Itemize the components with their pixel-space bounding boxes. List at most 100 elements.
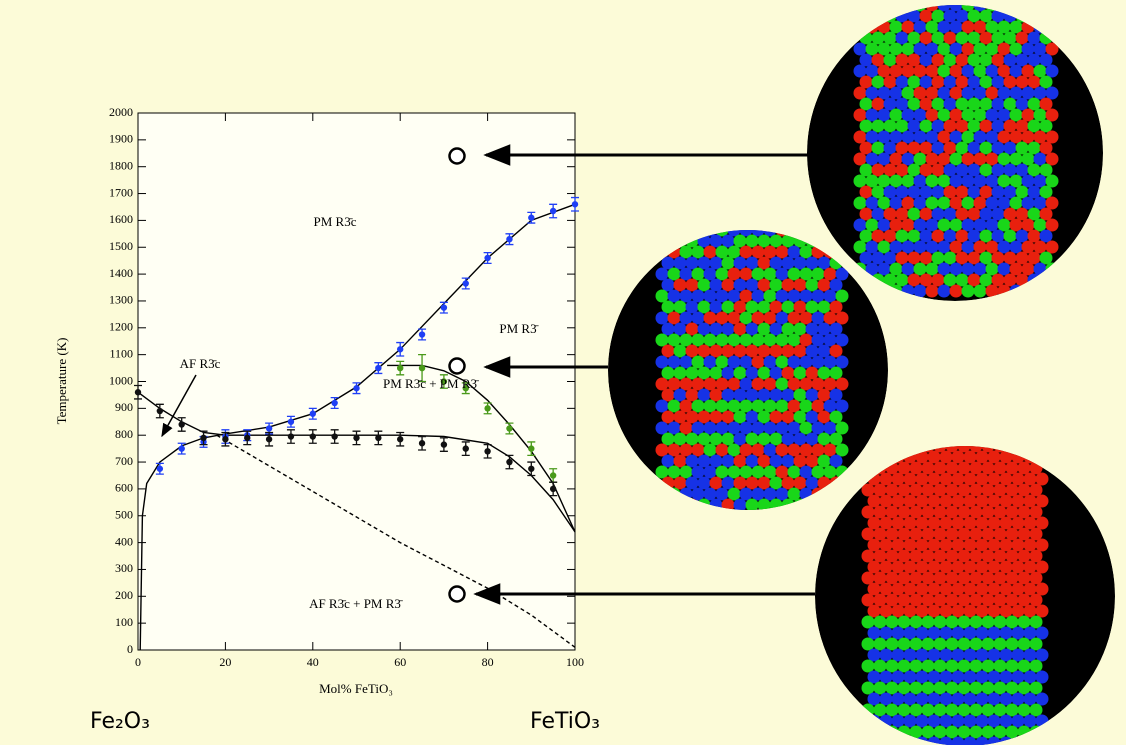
atom bbox=[1046, 197, 1059, 210]
atom bbox=[986, 263, 999, 276]
atom bbox=[1040, 120, 1053, 133]
atom bbox=[982, 572, 995, 585]
atom bbox=[818, 323, 831, 336]
atom bbox=[920, 54, 933, 67]
atom bbox=[986, 219, 999, 232]
atom bbox=[854, 175, 867, 188]
atom bbox=[898, 726, 911, 739]
atom bbox=[976, 583, 989, 596]
atom bbox=[764, 488, 777, 501]
atom bbox=[904, 671, 917, 684]
atom bbox=[668, 400, 681, 413]
atom bbox=[922, 528, 935, 541]
atom bbox=[692, 246, 705, 259]
atom bbox=[812, 312, 825, 325]
atom bbox=[968, 10, 981, 23]
atom bbox=[992, 120, 1005, 133]
atom bbox=[892, 561, 905, 574]
atom bbox=[1018, 594, 1031, 607]
atom bbox=[932, 252, 945, 265]
atom bbox=[982, 726, 995, 739]
atom bbox=[854, 87, 867, 100]
atom bbox=[958, 506, 971, 519]
atom bbox=[662, 279, 675, 292]
x-tick-label: 100 bbox=[566, 655, 584, 669]
atom bbox=[898, 638, 911, 651]
atom bbox=[994, 616, 1007, 629]
atom bbox=[992, 208, 1005, 221]
atom bbox=[868, 583, 881, 596]
atom bbox=[880, 451, 893, 464]
atom bbox=[686, 411, 699, 424]
atom bbox=[782, 455, 795, 468]
atom bbox=[916, 451, 929, 464]
atom bbox=[680, 312, 693, 325]
y-tick-label: 900 bbox=[115, 400, 133, 414]
atom bbox=[746, 235, 759, 248]
atom bbox=[872, 142, 885, 155]
atom bbox=[1000, 715, 1013, 728]
atom bbox=[880, 605, 893, 618]
atom bbox=[902, 285, 915, 298]
atom bbox=[752, 444, 765, 457]
atom bbox=[878, 109, 891, 122]
atom bbox=[1024, 583, 1037, 596]
atom bbox=[896, 208, 909, 221]
atom bbox=[1024, 671, 1037, 684]
atom bbox=[868, 495, 881, 508]
atom bbox=[764, 224, 777, 237]
atom bbox=[950, 87, 963, 100]
region-label: PM R3̄c bbox=[314, 214, 357, 229]
atom bbox=[892, 473, 905, 486]
atom bbox=[878, 131, 891, 144]
atom bbox=[746, 257, 759, 270]
atom bbox=[964, 693, 977, 706]
atom bbox=[1010, 197, 1023, 210]
atom bbox=[1004, 164, 1017, 177]
atom bbox=[898, 572, 911, 585]
atom bbox=[674, 345, 687, 358]
atom bbox=[896, 98, 909, 111]
atom bbox=[862, 616, 875, 629]
atom bbox=[916, 517, 929, 530]
atom bbox=[974, 87, 987, 100]
atom bbox=[860, 142, 873, 155]
atom bbox=[1018, 440, 1031, 453]
atom bbox=[1018, 616, 1031, 629]
atom bbox=[1036, 583, 1049, 596]
atom bbox=[674, 411, 687, 424]
atom bbox=[818, 279, 831, 292]
atom bbox=[818, 499, 831, 512]
atom bbox=[674, 389, 687, 402]
y-axis-label: Temperature (K) bbox=[54, 338, 69, 425]
atom bbox=[952, 539, 965, 552]
atom bbox=[1034, 241, 1047, 254]
atom bbox=[662, 257, 675, 270]
atom bbox=[806, 235, 819, 248]
atom-image bbox=[815, 440, 1115, 745]
atom bbox=[746, 345, 759, 358]
atom bbox=[1036, 605, 1049, 618]
atom bbox=[812, 400, 825, 413]
atom bbox=[818, 389, 831, 402]
atom bbox=[734, 477, 747, 490]
atom bbox=[874, 594, 887, 607]
atom bbox=[1034, 87, 1047, 100]
y-tick-label: 1200 bbox=[109, 320, 133, 334]
atom bbox=[916, 583, 929, 596]
atom bbox=[800, 466, 813, 479]
atom bbox=[884, 10, 897, 23]
y-tick-label: 100 bbox=[115, 615, 133, 629]
atom bbox=[964, 649, 977, 662]
atom bbox=[964, 583, 977, 596]
atom bbox=[866, 109, 879, 122]
atom bbox=[980, 76, 993, 89]
atom bbox=[982, 682, 995, 695]
atom bbox=[806, 477, 819, 490]
atom bbox=[818, 477, 831, 490]
atom bbox=[1018, 682, 1031, 695]
atom bbox=[1000, 495, 1013, 508]
atom bbox=[668, 466, 681, 479]
atom bbox=[866, 87, 879, 100]
atom bbox=[824, 378, 837, 391]
